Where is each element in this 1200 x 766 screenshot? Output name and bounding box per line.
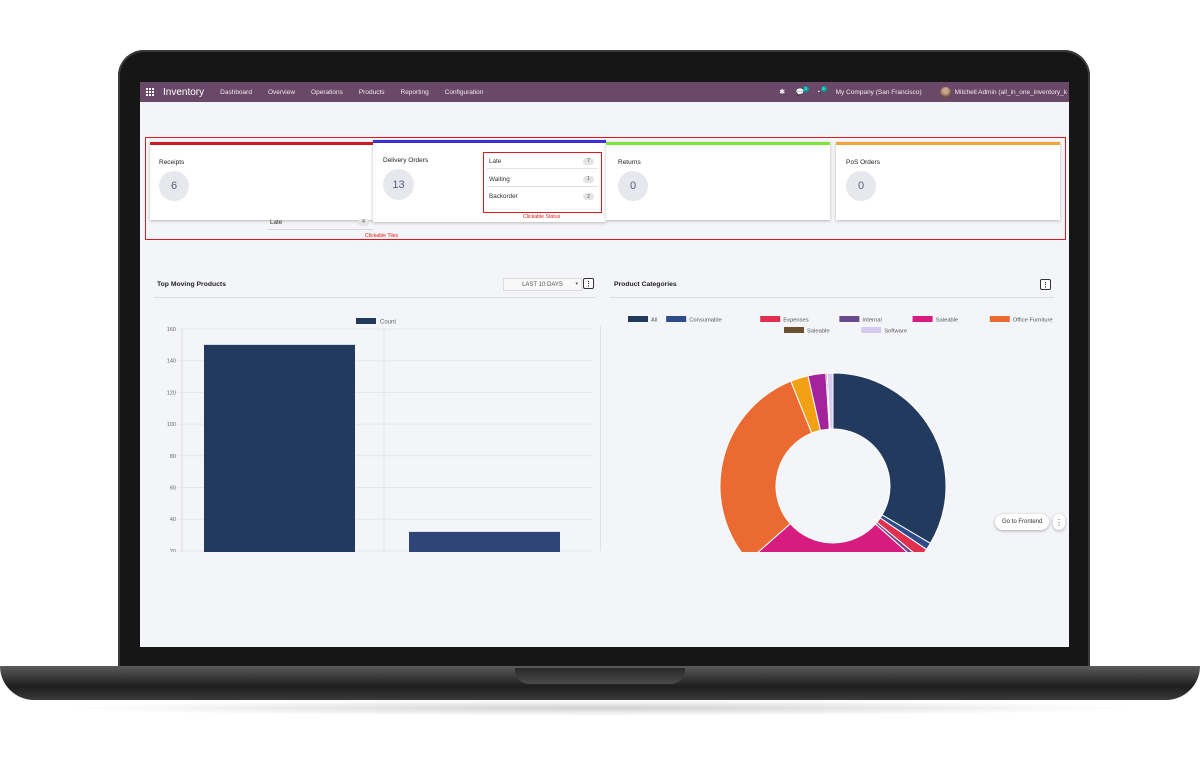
go-to-frontend-button[interactable]: Go to Frontend xyxy=(995,514,1050,530)
menu-products[interactable]: Products xyxy=(358,88,385,96)
date-range-select[interactable]: LAST 10 DAYS ▾ xyxy=(503,278,582,291)
returns-color-bar xyxy=(606,142,830,145)
clickable-tiles-annotation: Clickable Tiles xyxy=(365,233,399,239)
laptop-notch xyxy=(515,668,685,684)
legend-label-0: All xyxy=(651,318,657,324)
product-categories-donut-chart: All Consumable Expenses Internal Saleable Off… xyxy=(628,316,1053,552)
bug-icon[interactable]: ✱ xyxy=(779,89,786,96)
donut-slice-5 xyxy=(719,380,813,552)
legend-label-1: Consumable xyxy=(689,318,722,324)
status-label: Late xyxy=(489,157,502,165)
delivery-status-backorder[interactable]: Backorder 2 xyxy=(487,189,598,204)
pos-count[interactable]: 0 xyxy=(846,171,876,201)
legend-label-5: Office Furniture xyxy=(1013,318,1053,324)
menu-overview[interactable]: Overview xyxy=(267,88,296,96)
receipts-tile[interactable]: Receipts 6 Late 4 xyxy=(150,142,373,230)
y-tick-label: 120 xyxy=(167,390,176,396)
legend-swatch-2 xyxy=(760,316,781,322)
legend-swatch-4 xyxy=(912,316,933,322)
activities-icon[interactable]: ◔ 5 xyxy=(816,85,827,96)
delivery-orders-tile[interactable]: Delivery Orders 13 xyxy=(373,140,606,222)
returns-tile[interactable]: Returns 0 xyxy=(606,142,830,220)
activities-badge: 5 xyxy=(820,85,827,92)
navbar-systray: ✱ 💬 3 ◔ 5 My Company (San Francisco) Mitch… xyxy=(778,82,1069,102)
y-tick-label: 80 xyxy=(170,454,176,460)
product-categories-title: Product Categories xyxy=(614,281,677,288)
caret-down-icon: ▾ xyxy=(575,281,578,287)
status-label: Late xyxy=(270,218,283,226)
menu-configuration[interactable]: Configuration xyxy=(444,88,484,96)
menu-operations[interactable]: Operations xyxy=(311,88,343,96)
pos-orders-tile[interactable]: PoS Orders 0 xyxy=(836,142,1060,220)
pos-title: PoS Orders xyxy=(846,159,880,166)
apps-grid-icon[interactable] xyxy=(146,88,154,96)
top-moving-title: Top Moving Products xyxy=(157,281,226,288)
top-moving-options-button[interactable]: ⋮ xyxy=(583,278,594,289)
legend-swatch-3 xyxy=(839,316,860,322)
laptop-shadow xyxy=(60,700,1140,716)
clickable-tiles-highlight xyxy=(145,137,1066,240)
status-count-badge: 4 xyxy=(358,218,369,226)
legend-swatch-count xyxy=(356,318,376,324)
legend-label-2: Expenses xyxy=(783,318,809,324)
receipts-status-late[interactable]: Late 4 xyxy=(268,215,373,230)
legend-label-4: Saleable xyxy=(936,318,959,324)
legend-label-9: Software xyxy=(884,329,907,335)
legend-swatch-9 xyxy=(861,327,882,333)
donut-slice-0 xyxy=(832,372,947,545)
company-switcher[interactable]: My Company (San Francisco) xyxy=(835,88,922,96)
status-count-badge: 1 xyxy=(583,175,594,183)
menu-reporting[interactable]: Reporting xyxy=(400,88,429,96)
y-tick-label: 100 xyxy=(167,422,176,428)
returns-title: Returns xyxy=(618,159,641,166)
app-name[interactable]: Inventory xyxy=(163,86,205,98)
menu-dashboard[interactable]: Dashboard xyxy=(220,88,252,96)
status-label: Backorder xyxy=(489,193,518,200)
delivery-status-late[interactable]: Late 7 xyxy=(487,154,598,169)
frontend-more-icon[interactable]: ⋮ xyxy=(1053,514,1065,530)
app-screen: Inventory Dashboard Overview Operations … xyxy=(140,82,1069,647)
bar-0 xyxy=(204,344,355,552)
user-menu[interactable]: Mitchell Admin (all_in_one_inventory_k xyxy=(954,88,1067,96)
status-label: Waiting xyxy=(489,175,510,183)
receipts-color-bar xyxy=(150,142,373,145)
receipts-count[interactable]: 6 xyxy=(159,171,189,201)
y-tick-label: 60 xyxy=(170,486,176,492)
legend-swatch-8 xyxy=(784,327,804,333)
status-count-badge: 7 xyxy=(583,157,594,165)
pos-color-bar xyxy=(836,142,1060,145)
clickable-status-annotation: Clickable Status xyxy=(523,214,561,220)
product-categories-divider xyxy=(610,297,1054,298)
delivery-color-bar xyxy=(373,140,606,143)
returns-count[interactable]: 0 xyxy=(618,171,648,201)
top-navbar: Inventory Dashboard Overview Operations … xyxy=(140,82,1069,102)
legend-swatch-5 xyxy=(989,316,1010,322)
product-categories-options-button[interactable]: ⋮ xyxy=(1040,279,1051,290)
status-count-badge: 2 xyxy=(583,193,594,200)
bar-1 xyxy=(409,531,560,552)
y-tick-label: 40 xyxy=(170,517,176,523)
messages-badge: 3 xyxy=(802,85,809,92)
donut-slice-4 xyxy=(757,523,908,552)
delivery-status-waiting[interactable]: Waiting 1 xyxy=(487,172,598,187)
donut-slice-9 xyxy=(826,372,834,430)
legend-label-8: Saleable xyxy=(807,329,830,335)
legend-label-3: Internal xyxy=(862,318,881,324)
panel-separator xyxy=(600,326,601,551)
date-range-value: LAST 10 DAYS xyxy=(522,281,563,288)
delivery-count[interactable]: 13 xyxy=(383,169,414,200)
legend-label-count: Count xyxy=(380,320,396,326)
delivery-title: Delivery Orders xyxy=(383,157,429,164)
clickable-status-highlight xyxy=(483,152,602,213)
messages-icon[interactable]: 💬 3 xyxy=(795,85,809,96)
top-moving-bar-chart: Count 160 140 120 100 80 60 40 20 xyxy=(167,318,592,552)
user-avatar[interactable] xyxy=(939,86,951,98)
y-tick-label: 20 xyxy=(170,549,176,552)
receipts-title: Receipts xyxy=(159,159,185,166)
y-tick-label: 140 xyxy=(167,359,176,365)
legend-swatch-1 xyxy=(666,316,687,322)
y-tick-label: 160 xyxy=(167,327,176,333)
top-moving-divider xyxy=(154,297,596,298)
legend-swatch-0 xyxy=(628,316,648,322)
